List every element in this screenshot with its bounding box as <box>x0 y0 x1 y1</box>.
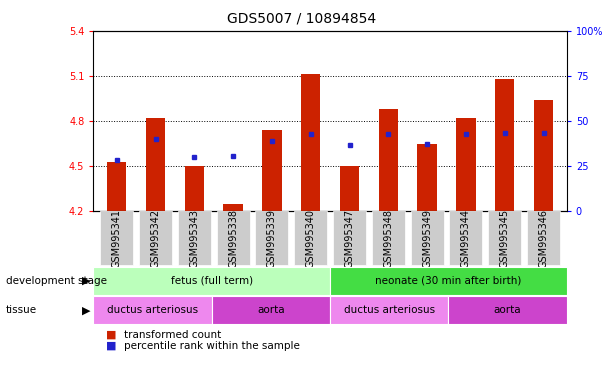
Bar <box>330 267 567 295</box>
Bar <box>411 211 444 265</box>
Text: fetus (full term): fetus (full term) <box>171 276 253 286</box>
Text: GSM995346: GSM995346 <box>538 209 549 268</box>
Text: GSM995342: GSM995342 <box>151 209 160 268</box>
Text: GSM995343: GSM995343 <box>189 209 200 268</box>
Text: GSM995347: GSM995347 <box>344 209 355 268</box>
Text: aorta: aorta <box>257 305 285 315</box>
Text: GSM995340: GSM995340 <box>306 209 316 268</box>
Text: GSM995341: GSM995341 <box>112 209 122 268</box>
Text: GSM995348: GSM995348 <box>384 209 393 268</box>
Text: GSM995344: GSM995344 <box>461 209 471 268</box>
Bar <box>372 211 405 265</box>
Text: development stage: development stage <box>6 276 107 286</box>
Bar <box>185 166 204 211</box>
Bar <box>488 211 521 265</box>
Text: ductus arteriosus: ductus arteriosus <box>107 305 198 315</box>
Text: GSM995345: GSM995345 <box>500 209 510 268</box>
Text: ■: ■ <box>106 341 116 351</box>
Bar <box>93 267 330 295</box>
Bar <box>93 296 212 324</box>
Bar <box>340 166 359 211</box>
Bar <box>294 211 327 265</box>
Text: ductus arteriosus: ductus arteriosus <box>344 305 435 315</box>
Bar <box>333 211 366 265</box>
Text: GSM995339: GSM995339 <box>267 209 277 268</box>
Text: GSM995349: GSM995349 <box>422 209 432 268</box>
Text: tissue: tissue <box>6 305 37 315</box>
Bar <box>495 79 514 211</box>
Text: transformed count: transformed count <box>124 330 221 340</box>
Bar <box>379 109 398 211</box>
Bar <box>449 296 567 324</box>
Bar <box>256 211 288 265</box>
Bar <box>301 74 320 211</box>
Bar <box>449 211 482 265</box>
Bar <box>100 211 133 265</box>
Bar <box>330 296 449 324</box>
Bar <box>534 100 553 211</box>
Text: GSM995338: GSM995338 <box>228 209 238 268</box>
Bar <box>224 204 243 211</box>
Text: ■: ■ <box>106 330 116 340</box>
Bar <box>107 162 127 211</box>
Bar <box>262 130 282 211</box>
Bar <box>178 211 211 265</box>
Text: GDS5007 / 10894854: GDS5007 / 10894854 <box>227 12 376 25</box>
Bar <box>216 211 250 265</box>
Text: ▶: ▶ <box>82 276 90 286</box>
Bar <box>456 118 476 211</box>
Bar <box>146 118 165 211</box>
Text: aorta: aorta <box>494 305 522 315</box>
Bar <box>417 144 437 211</box>
Bar <box>139 211 172 265</box>
Bar <box>212 296 330 324</box>
Text: ▶: ▶ <box>82 305 90 315</box>
Text: percentile rank within the sample: percentile rank within the sample <box>124 341 300 351</box>
Bar <box>527 211 560 265</box>
Text: neonate (30 min after birth): neonate (30 min after birth) <box>375 276 522 286</box>
